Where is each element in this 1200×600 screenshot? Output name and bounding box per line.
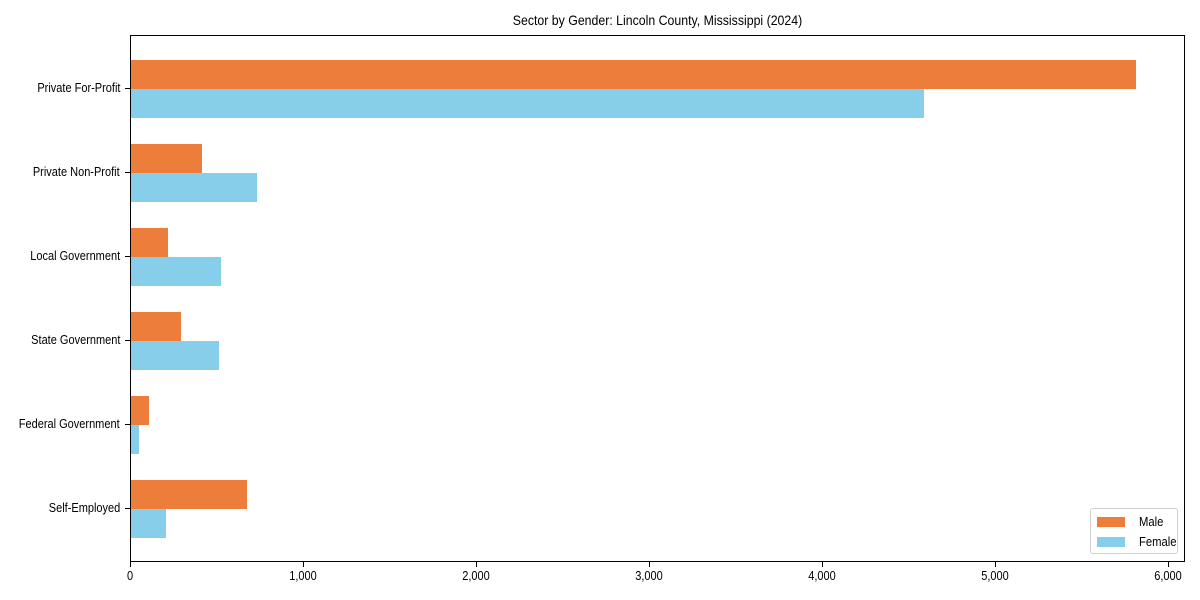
y-tick xyxy=(125,508,130,509)
y-tick xyxy=(125,424,130,425)
x-tick-label: 6,000 xyxy=(1154,569,1182,583)
x-tick xyxy=(995,562,996,567)
chart-title: Sector by Gender: Lincoln County, Missis… xyxy=(512,12,803,28)
bar-female xyxy=(131,425,139,454)
x-tick xyxy=(822,562,823,567)
x-tick-label: 3,000 xyxy=(635,569,663,583)
x-tick-label: 1,000 xyxy=(289,569,317,583)
legend-swatch-male xyxy=(1097,517,1125,527)
y-tick-label: Federal Government xyxy=(19,417,120,431)
legend-label-female: Female xyxy=(1139,535,1177,549)
x-tick xyxy=(476,562,477,567)
bar-female xyxy=(131,509,166,538)
x-tick xyxy=(1168,562,1169,567)
bar-male xyxy=(131,144,202,173)
legend-item-female: Female xyxy=(1097,535,1181,549)
x-tick-label: 2,000 xyxy=(462,569,490,583)
y-tick-label: Self-Employed xyxy=(48,501,120,515)
bar-female xyxy=(131,257,221,286)
bar-male xyxy=(131,396,149,425)
y-tick-label: Local Government xyxy=(30,249,120,263)
legend-label-male: Male xyxy=(1139,515,1164,529)
y-tick xyxy=(125,172,130,173)
y-tick-label: Private For-Profit xyxy=(36,81,120,95)
y-tick xyxy=(125,340,130,341)
x-tick-label: 5,000 xyxy=(981,569,1009,583)
bar-female xyxy=(131,341,220,370)
bar-female xyxy=(131,89,925,118)
bar-male xyxy=(131,312,181,341)
y-tick-label: State Government xyxy=(30,333,120,347)
x-tick-label: 4,000 xyxy=(808,569,836,583)
bar-male xyxy=(131,480,248,509)
bar-male xyxy=(131,228,169,257)
legend: Male Female xyxy=(1090,508,1178,554)
x-tick xyxy=(649,562,650,567)
x-tick xyxy=(130,562,131,567)
y-tick xyxy=(125,256,130,257)
bar-female xyxy=(131,173,257,202)
x-tick-label: 0 xyxy=(126,569,134,583)
legend-swatch-female xyxy=(1097,537,1125,547)
y-tick-label: Private Non-Profit xyxy=(33,165,120,179)
y-tick xyxy=(125,88,130,89)
x-tick xyxy=(303,562,304,567)
bar-male xyxy=(131,60,1137,89)
legend-item-male: Male xyxy=(1097,515,1166,529)
plot-area xyxy=(130,35,1185,562)
